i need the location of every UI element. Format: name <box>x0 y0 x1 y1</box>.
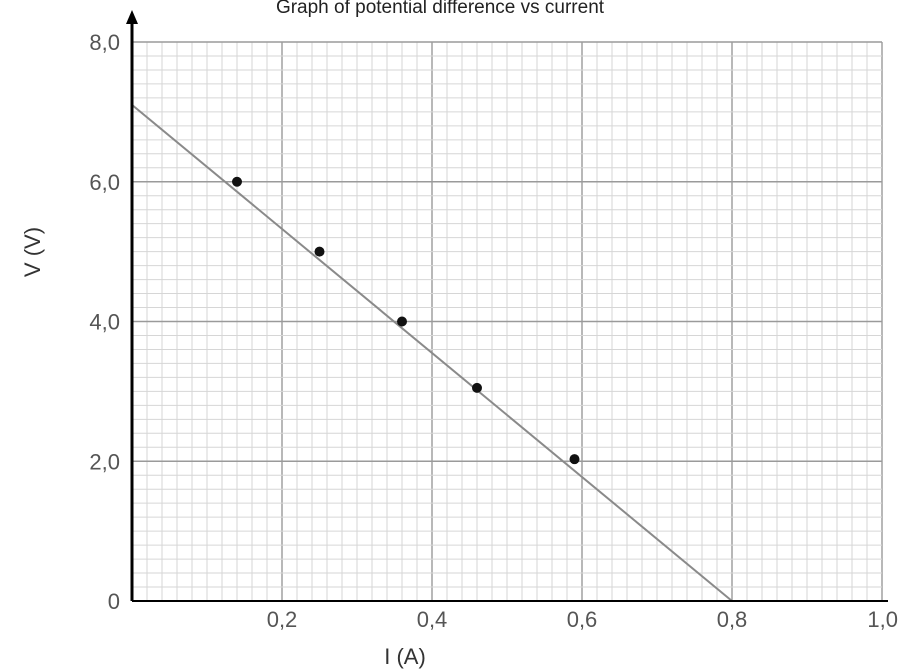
x-tick-labels: 0,2 0,4 0,6 0,8 1,0 <box>267 607 898 632</box>
data-point-3 <box>397 316 407 327</box>
x-tick-label: 0,6 <box>567 607 598 632</box>
x-tick-label: 0,4 <box>417 607 448 632</box>
data-point-2 <box>314 246 325 257</box>
y-tick-label: 2,0 <box>89 449 120 474</box>
data-point-1 <box>232 176 242 187</box>
y-tick-labels: 0 2,0 4,0 6,0 8,0 <box>89 30 120 614</box>
y-axis-arrow <box>126 10 138 24</box>
x-tick-label: 0,8 <box>717 607 748 632</box>
x-tick-label: 1,0 <box>867 607 898 632</box>
y-tick-label: 6,0 <box>89 170 120 195</box>
y-tick-label: 0 <box>108 589 120 614</box>
data-points <box>232 176 580 465</box>
x-axis-label: I (A) <box>384 644 426 669</box>
best-fit-line <box>131 104 733 602</box>
y-tick-label: 4,0 <box>89 310 120 335</box>
y-axis-label: V (V) <box>20 227 45 277</box>
x-tick-label: 0,2 <box>267 607 298 632</box>
chart-title: Graph of potential difference vs current <box>276 0 605 18</box>
axes <box>126 10 888 602</box>
data-point-5 <box>569 454 580 465</box>
data-point-4 <box>472 382 482 393</box>
grid <box>131 41 883 602</box>
y-tick-label: 8,0 <box>89 30 120 55</box>
